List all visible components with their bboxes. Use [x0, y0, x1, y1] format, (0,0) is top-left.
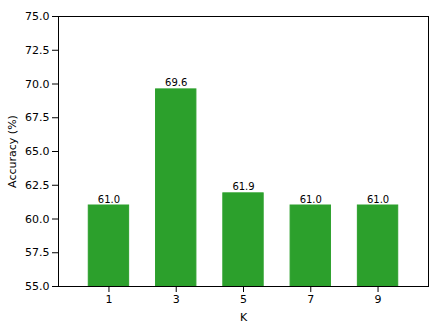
svg-text:67.5: 67.5 [25, 111, 50, 124]
svg-text:K: K [240, 311, 248, 324]
svg-text:72.5: 72.5 [25, 44, 50, 57]
svg-text:9: 9 [375, 293, 382, 306]
svg-text:75.0: 75.0 [25, 10, 50, 23]
svg-text:61.9: 61.9 [232, 181, 254, 192]
svg-text:69.6: 69.6 [165, 77, 187, 88]
svg-text:61.0: 61.0 [367, 194, 389, 205]
svg-text:60.0: 60.0 [25, 213, 50, 226]
svg-text:5: 5 [240, 293, 247, 306]
svg-text:62.5: 62.5 [25, 179, 50, 192]
svg-text:61.0: 61.0 [300, 194, 322, 205]
svg-text:7: 7 [307, 293, 314, 306]
svg-text:70.0: 70.0 [25, 78, 50, 91]
svg-text:65.0: 65.0 [25, 145, 50, 158]
svg-text:1: 1 [105, 293, 112, 306]
svg-text:55.0: 55.0 [25, 280, 50, 293]
svg-text:57.5: 57.5 [25, 246, 50, 259]
svg-text:61.0: 61.0 [98, 194, 120, 205]
svg-text:Accuracy (%): Accuracy (%) [6, 115, 19, 188]
svg-text:3: 3 [173, 293, 180, 306]
